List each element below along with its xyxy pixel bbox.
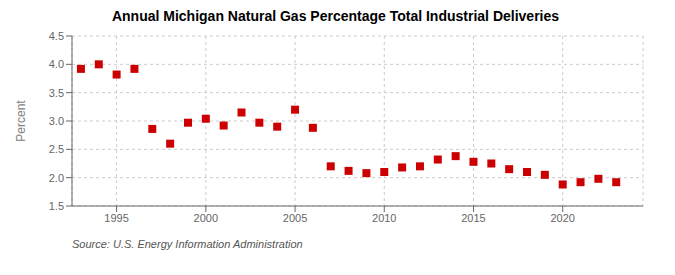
html-text:Source: U.S. Energy Informatio: Source: U.S. Energy Information Administ…	[72, 238, 303, 250]
svg-text:2010: 2010	[372, 212, 396, 224]
svg-text:Percent: Percent	[14, 100, 28, 142]
svg-text:1995: 1995	[104, 212, 128, 224]
svg-text:2.5: 2.5	[49, 143, 64, 155]
svg-text:3.0: 3.0	[49, 115, 64, 127]
svg-text:2005: 2005	[283, 212, 307, 224]
html-text:Annual Michigan Natural Gas Pe: Annual Michigan Natural Gas Percentage T…	[112, 8, 559, 24]
svg-text:4.0: 4.0	[49, 58, 64, 70]
svg-text:2000: 2000	[194, 212, 218, 224]
svg-text:2020: 2020	[550, 212, 574, 224]
svg-text:2.0: 2.0	[49, 172, 64, 184]
svg-text:4.5: 4.5	[49, 30, 64, 42]
svg-text:3.5: 3.5	[49, 87, 64, 99]
svg-text:2015: 2015	[461, 212, 485, 224]
svg-text:1.5: 1.5	[49, 200, 64, 212]
